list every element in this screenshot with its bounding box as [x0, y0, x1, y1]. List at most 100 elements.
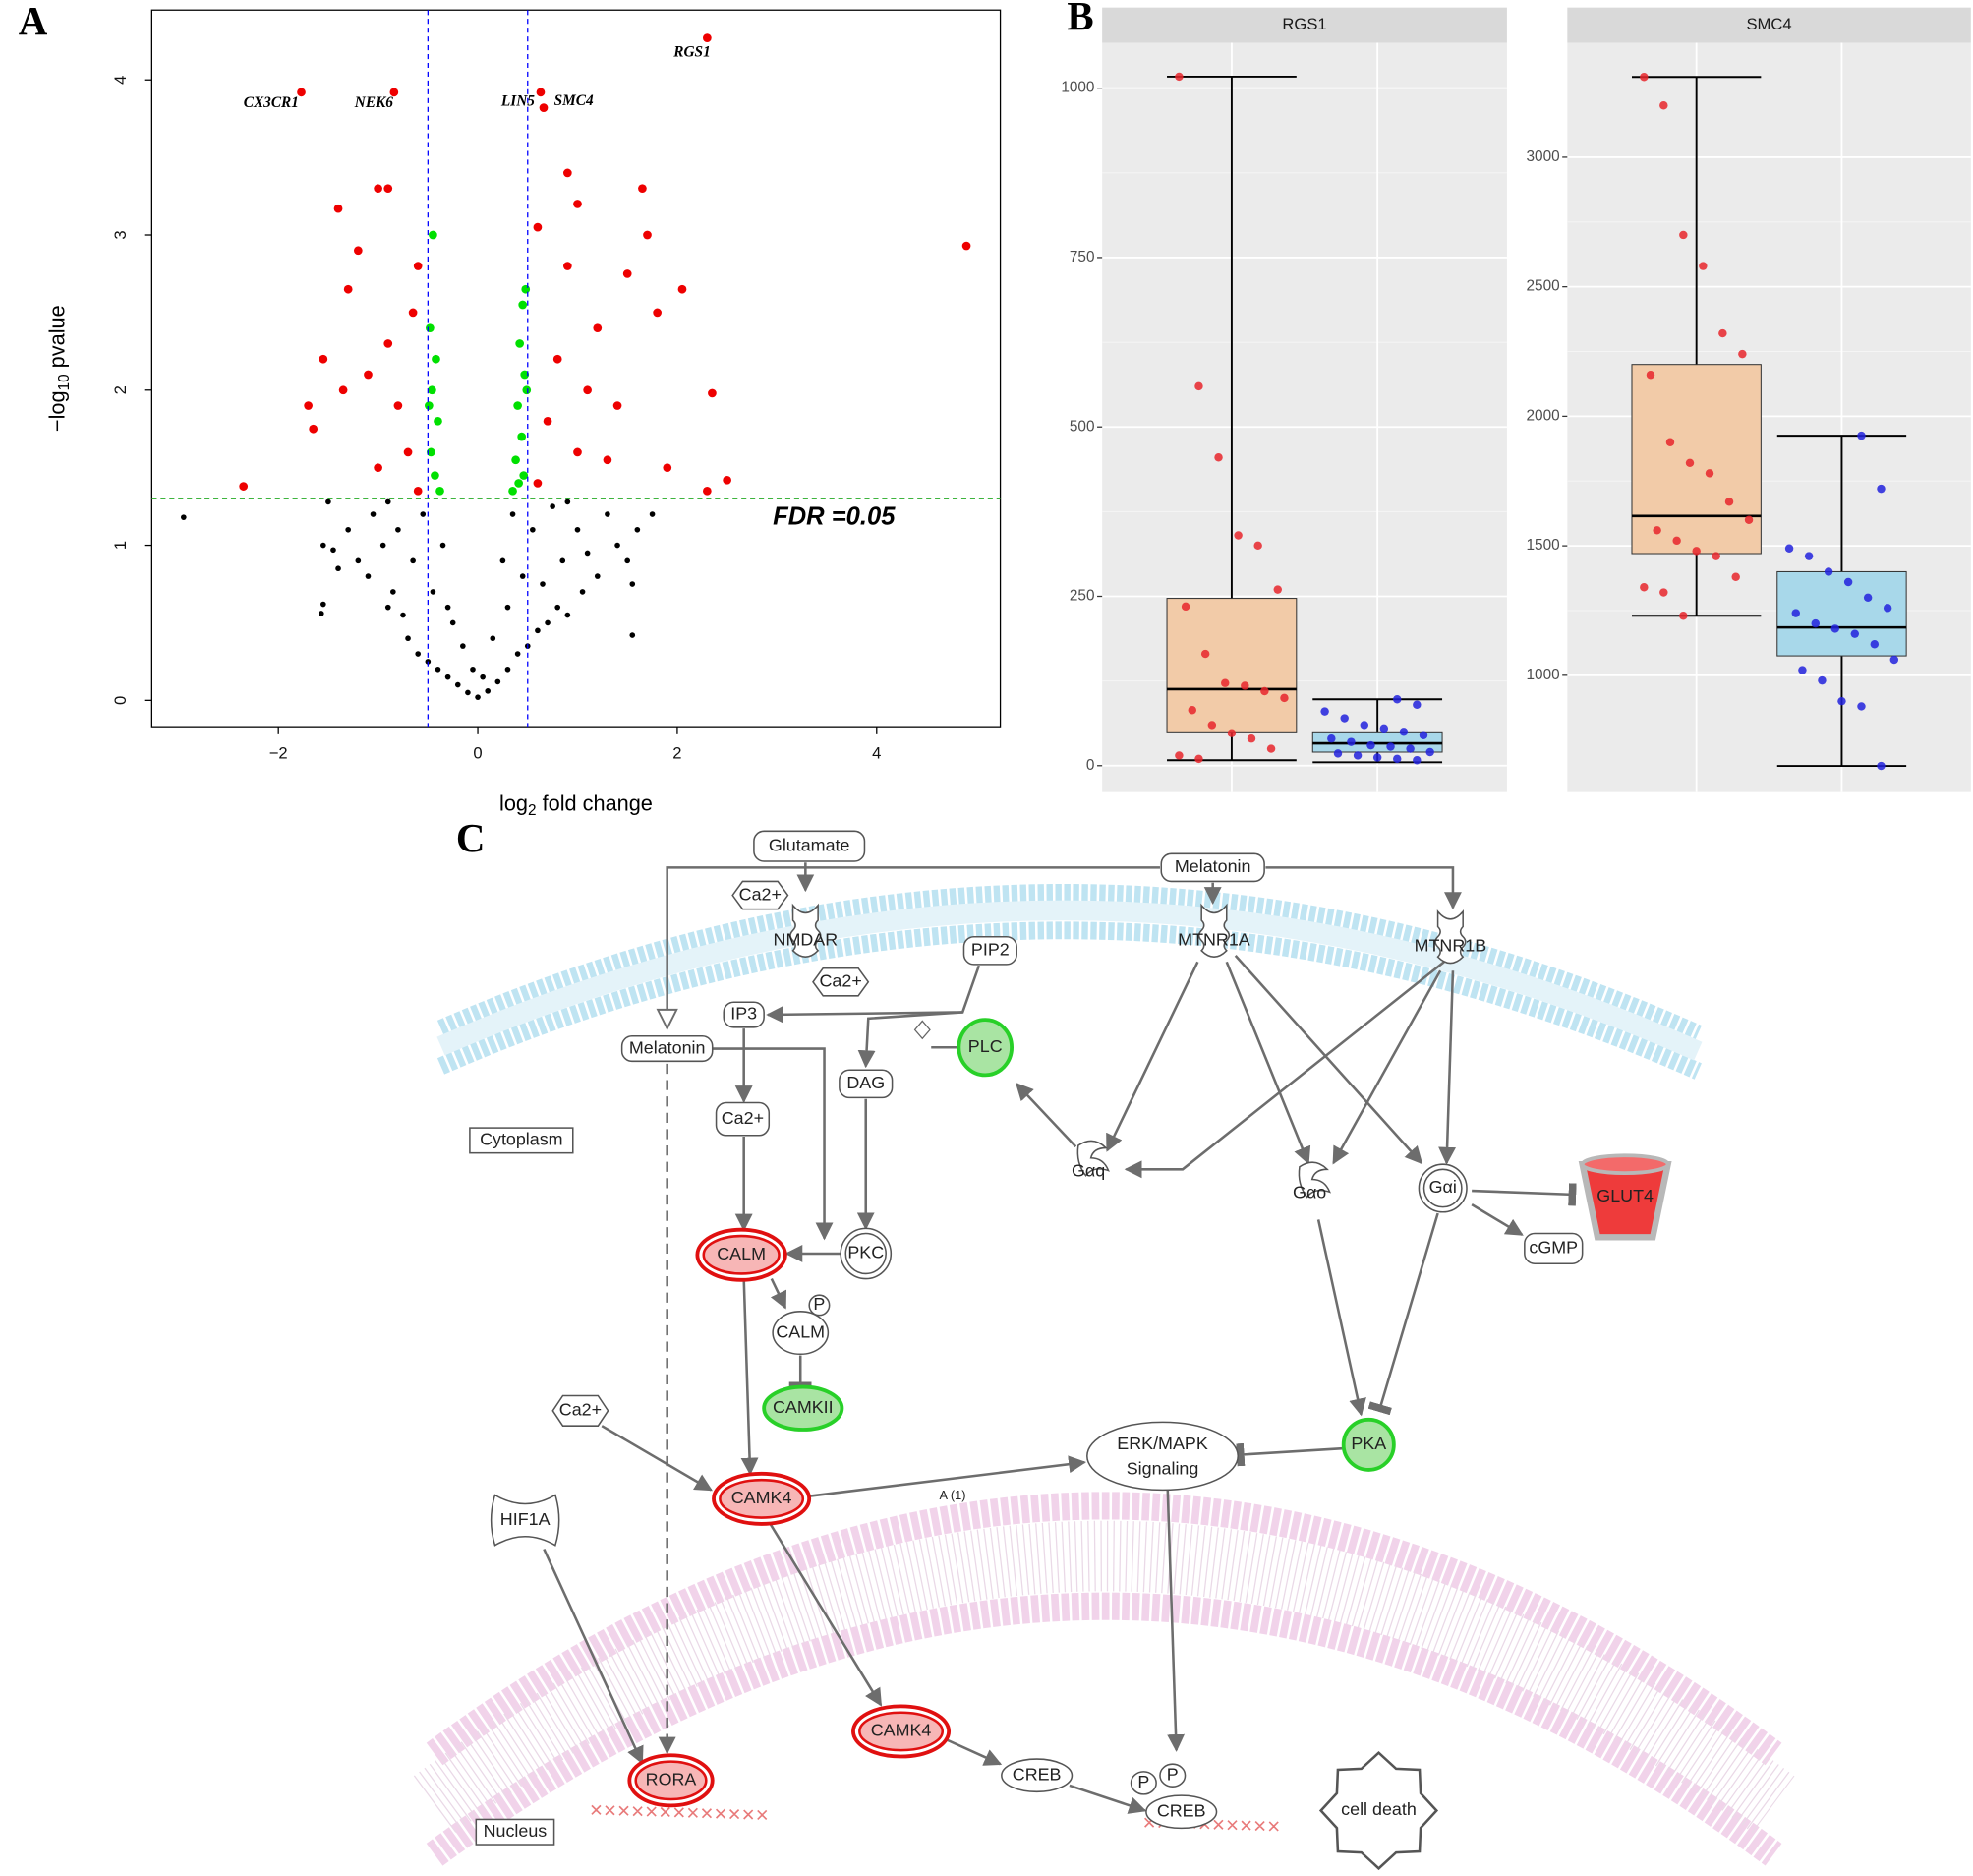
- point: [550, 503, 555, 509]
- point: [1221, 678, 1230, 687]
- point: [653, 308, 662, 318]
- point: [649, 511, 656, 517]
- node-label: CAMK4: [871, 1721, 932, 1740]
- point: [1883, 604, 1892, 613]
- point: [408, 308, 418, 318]
- point: [533, 222, 543, 232]
- point: [677, 284, 687, 294]
- cell-membrane: [436, 884, 1702, 1042]
- point: [304, 401, 313, 410]
- node-label: Ca2+: [559, 1400, 602, 1420]
- y-tick-label: 1000: [1527, 667, 1560, 683]
- point: [475, 694, 481, 700]
- point: [1830, 624, 1840, 633]
- edge: [857, 1011, 963, 1069]
- annotation: RGS1: [672, 43, 710, 60]
- y-tick-label: 2: [111, 385, 130, 394]
- point: [1791, 609, 1800, 617]
- node-label: PKC: [847, 1243, 884, 1262]
- point: [1399, 728, 1409, 736]
- point: [1366, 740, 1375, 750]
- point: [1692, 547, 1701, 556]
- edge: [1234, 955, 1423, 1165]
- point: [514, 479, 523, 488]
- edge: [1316, 1219, 1366, 1417]
- point: [535, 627, 541, 634]
- point: [1659, 101, 1668, 110]
- point: [434, 416, 442, 426]
- point: [444, 674, 451, 680]
- point: [1253, 541, 1262, 551]
- node-label: PLC: [968, 1036, 1003, 1056]
- point: [1406, 744, 1415, 753]
- node-label: CALM: [776, 1321, 825, 1341]
- point: [1320, 707, 1329, 716]
- node-label: MTNR1B: [1415, 936, 1487, 956]
- point: [559, 557, 566, 564]
- point: [629, 581, 636, 587]
- panel-bg: [1102, 42, 1507, 792]
- node-label: IP3: [730, 1004, 757, 1024]
- point: [703, 486, 712, 496]
- point: [413, 486, 423, 496]
- annotated-point: [703, 33, 712, 42]
- strip-title: RGS1: [1282, 15, 1326, 33]
- y-tick-label: 0: [1086, 757, 1095, 774]
- point: [1731, 572, 1740, 581]
- point: [480, 674, 486, 680]
- point: [1340, 714, 1349, 723]
- node-label: Ca2+: [820, 970, 862, 990]
- point: [515, 339, 525, 348]
- point: [1877, 484, 1886, 494]
- point: [520, 370, 530, 380]
- node-inner: [858, 1711, 945, 1752]
- point: [426, 323, 435, 333]
- node-label: Gαq: [1072, 1161, 1105, 1181]
- point: [439, 542, 446, 549]
- edge: [1106, 961, 1199, 1152]
- x-tick-label: 4: [872, 744, 881, 763]
- point: [1640, 583, 1649, 592]
- point: [1679, 230, 1688, 240]
- point: [403, 447, 413, 457]
- point: [1425, 747, 1434, 757]
- point: [490, 635, 496, 642]
- point: [1784, 544, 1794, 553]
- point: [1386, 742, 1395, 751]
- point: [485, 688, 492, 694]
- edge: [1332, 969, 1442, 1165]
- point: [1877, 761, 1886, 771]
- point: [465, 689, 471, 696]
- point: [1857, 702, 1866, 711]
- point: [564, 612, 571, 618]
- point: [345, 526, 352, 533]
- point: [400, 612, 406, 618]
- axis-label-sub: 10: [56, 374, 73, 390]
- edge: [1472, 1183, 1577, 1206]
- node-label: Gαo: [1293, 1182, 1326, 1202]
- node: [723, 1001, 765, 1028]
- g-protein: [1076, 1140, 1110, 1177]
- point: [1260, 686, 1269, 696]
- point: [470, 666, 476, 673]
- y-tick-label: 500: [1070, 418, 1095, 435]
- node-label: CALM: [717, 1244, 766, 1263]
- point: [1837, 696, 1846, 706]
- strip: [1102, 7, 1507, 43]
- edge: [1166, 1486, 1186, 1752]
- node-label: cGMP: [1529, 1238, 1578, 1258]
- edge: [711, 1047, 834, 1241]
- point: [390, 589, 396, 595]
- point: [1705, 469, 1714, 478]
- y-label: −log10 pvalue: [44, 305, 73, 432]
- point: [1372, 753, 1382, 762]
- node: [490, 1494, 560, 1547]
- node-label: PKA: [1351, 1434, 1386, 1453]
- point: [1175, 72, 1184, 82]
- panel-label: B: [1067, 0, 1093, 38]
- node-label: cell death: [1341, 1799, 1417, 1819]
- point: [420, 511, 427, 517]
- point: [1804, 552, 1814, 560]
- receptor: [789, 903, 822, 958]
- annotated-point: [536, 88, 546, 97]
